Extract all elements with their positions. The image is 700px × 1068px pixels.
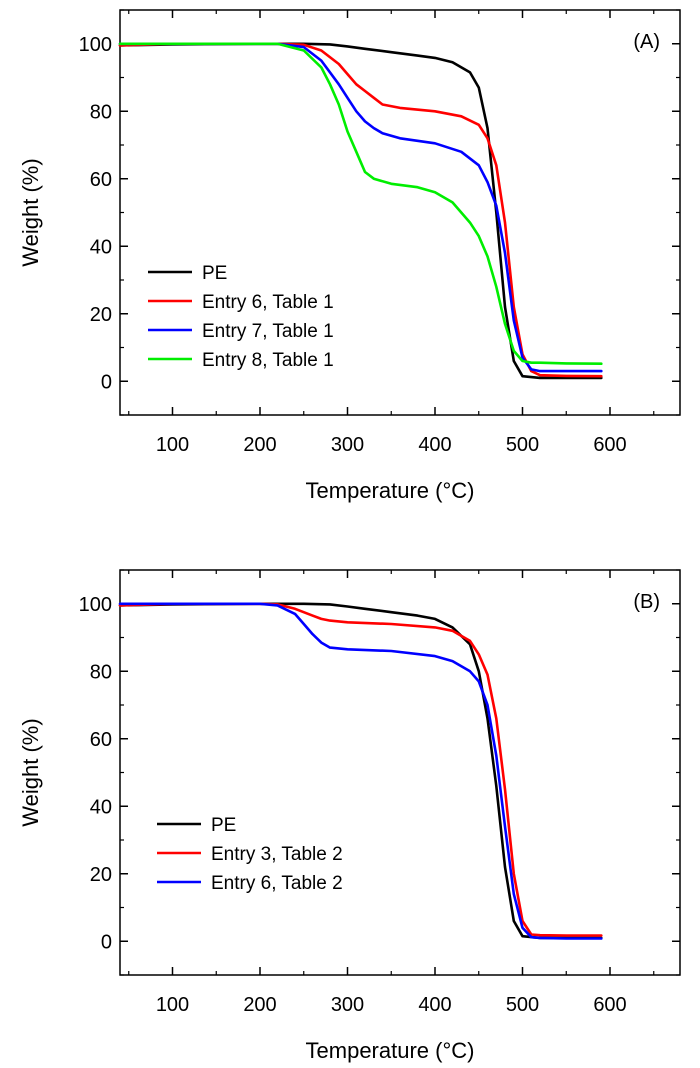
panel-label: (A) <box>633 31 660 53</box>
y-axis-label: Weight (%) <box>18 718 43 826</box>
x-tick-label: 400 <box>418 434 451 456</box>
y-tick-label: 100 <box>79 594 112 616</box>
legend: PE Entry 6, Table 1 Entry 7, Table 1 Entry … <box>148 263 334 371</box>
x-tick-label: 600 <box>593 994 626 1016</box>
y-tick-label: 60 <box>90 169 112 191</box>
x-tick-label: 600 <box>593 434 626 456</box>
legend: PE Entry 3, Table 2 Entry 6, Table 2 <box>157 815 343 894</box>
chart-panel-a: 100 200 300 400 500 600 0 20 40 60 80 100 Temperatur… <box>18 9 681 503</box>
plot-frame <box>119 569 681 976</box>
x-tick-label: 100 <box>156 994 189 1016</box>
y-tick-label: 20 <box>90 304 112 326</box>
series-line-pe <box>118 42 603 380</box>
legend-label: Entry 7, Table 1 <box>202 321 334 342</box>
y-tick-label: 100 <box>79 34 112 56</box>
chart-panel-b: 100 200 300 400 500 600 0 20 40 60 80 100 Temperatur… <box>18 569 681 1063</box>
legend-label: Entry 6, Table 1 <box>202 292 334 313</box>
x-tick-label: 500 <box>506 994 539 1016</box>
y-tick-label: 60 <box>90 729 112 751</box>
x-tick-label: 400 <box>418 994 451 1016</box>
y-tick-label: 0 <box>101 931 112 953</box>
y-tick-label: 20 <box>90 864 112 886</box>
x-tick-label: 300 <box>331 994 364 1016</box>
legend-label: PE <box>202 263 227 284</box>
y-tick-label: 40 <box>90 236 112 258</box>
x-tick-label: 300 <box>331 434 364 456</box>
legend-label: Entry 8, Table 1 <box>202 350 334 371</box>
x-tick-label: 500 <box>506 434 539 456</box>
series-line-entry-6-table-2 <box>118 602 603 940</box>
x-tick-label: 200 <box>243 434 276 456</box>
y-tick-label: 80 <box>90 101 112 123</box>
x-tick-label: 100 <box>156 434 189 456</box>
series-line-entry-6-table-1 <box>118 42 603 378</box>
series-line-pe <box>118 602 603 940</box>
y-tick-label: 40 <box>90 796 112 818</box>
series-line-entry-3-table-2 <box>118 602 603 937</box>
x-axis-label: Temperature (°C) <box>306 1038 475 1063</box>
x-tick-label: 200 <box>243 994 276 1016</box>
legend-label: Entry 3, Table 2 <box>211 844 343 865</box>
series-line-entry-7-table-1 <box>118 42 603 373</box>
y-tick-label: 80 <box>90 661 112 683</box>
panel-label: (B) <box>633 591 660 613</box>
x-axis-label: Temperature (°C) <box>306 478 475 503</box>
legend-label: PE <box>211 815 236 836</box>
y-axis-label: Weight (%) <box>18 158 43 266</box>
legend-label: Entry 6, Table 2 <box>211 873 343 894</box>
series-line-entry-8-table-1 <box>118 42 603 366</box>
y-tick-label: 0 <box>101 371 112 393</box>
